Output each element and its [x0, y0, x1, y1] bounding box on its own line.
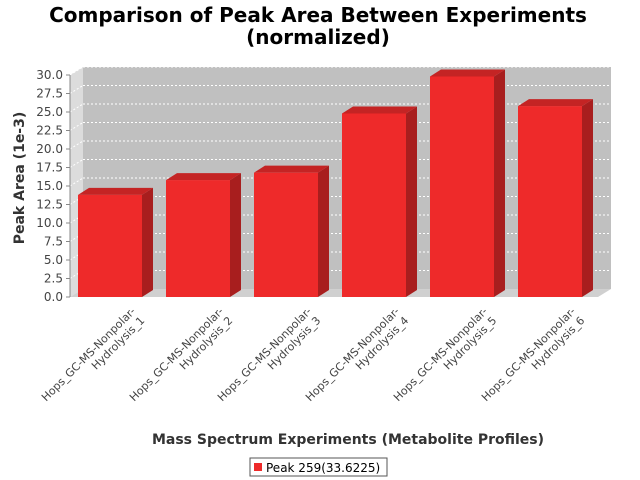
y-tick-label: 7.5 [44, 235, 63, 249]
y-tick-label: 5.0 [44, 253, 63, 267]
legend-swatch [254, 463, 262, 471]
bar [518, 106, 582, 297]
y-tick-label: 10.0 [36, 216, 63, 230]
bar-top [430, 69, 505, 77]
y-axis-title: Peak Area (1e-3) [12, 112, 28, 245]
gridline-left [69, 85, 84, 94]
gridline-left [69, 140, 84, 150]
bar-side [318, 165, 329, 297]
gridline-left [69, 103, 84, 113]
x-axis-tick-labels: Hops_GC-MS-Nonpolar-Hydrolysis_1Hops_GC-… [39, 305, 587, 404]
y-tick-label: 17.5 [36, 161, 63, 175]
y-tick-label: 20.0 [36, 142, 63, 156]
y-tick-label: 25.0 [36, 105, 63, 119]
y-tick-label: 30.0 [36, 68, 63, 82]
gridline-left [69, 177, 84, 187]
y-tick-label: 27.5 [36, 87, 63, 101]
bar [166, 180, 230, 297]
legend: Peak 259(33.6225) [249, 457, 388, 477]
bar-top [254, 165, 329, 173]
bar-side [582, 99, 593, 297]
bar-top [166, 173, 241, 181]
gridline-left [69, 159, 84, 168]
bar [342, 113, 406, 297]
bar-top [518, 99, 593, 107]
bar-top [342, 106, 417, 114]
bar-side [406, 106, 417, 297]
y-tick-label: 22.5 [36, 124, 63, 138]
y-tick-label: 12.5 [36, 198, 63, 212]
y-axis-ticks: 0.0 2.5 5.0 7.5 10.0 12.5 15.0 17.5 20.0 22.5 25.0… [36, 68, 71, 304]
gridline-left [69, 122, 84, 131]
bar [254, 172, 318, 297]
chart-title-line-1: Comparison of Peak Area Between Experime… [49, 3, 587, 27]
x-tick-label-line: Hops_GC-MS-Nonpolar- [39, 305, 138, 404]
bar-side [494, 69, 505, 297]
chart-title-line-2: (normalized) [246, 25, 390, 49]
y-tick-label: 15.0 [36, 179, 63, 193]
y-tick-label: 2.5 [44, 272, 63, 286]
bar-side [230, 173, 241, 297]
bars [78, 69, 593, 297]
y-tick-label: 0.0 [44, 290, 63, 304]
bar [78, 194, 142, 297]
bar [430, 76, 494, 297]
legend-label: Peak 259(33.6225) [266, 461, 380, 475]
legend-box [249, 457, 388, 477]
gridline-left [69, 66, 84, 76]
x-axis-title: Mass Spectrum Experiments (Metabolite Pr… [152, 432, 544, 448]
bar-top [78, 187, 153, 195]
bar-side [142, 187, 153, 297]
